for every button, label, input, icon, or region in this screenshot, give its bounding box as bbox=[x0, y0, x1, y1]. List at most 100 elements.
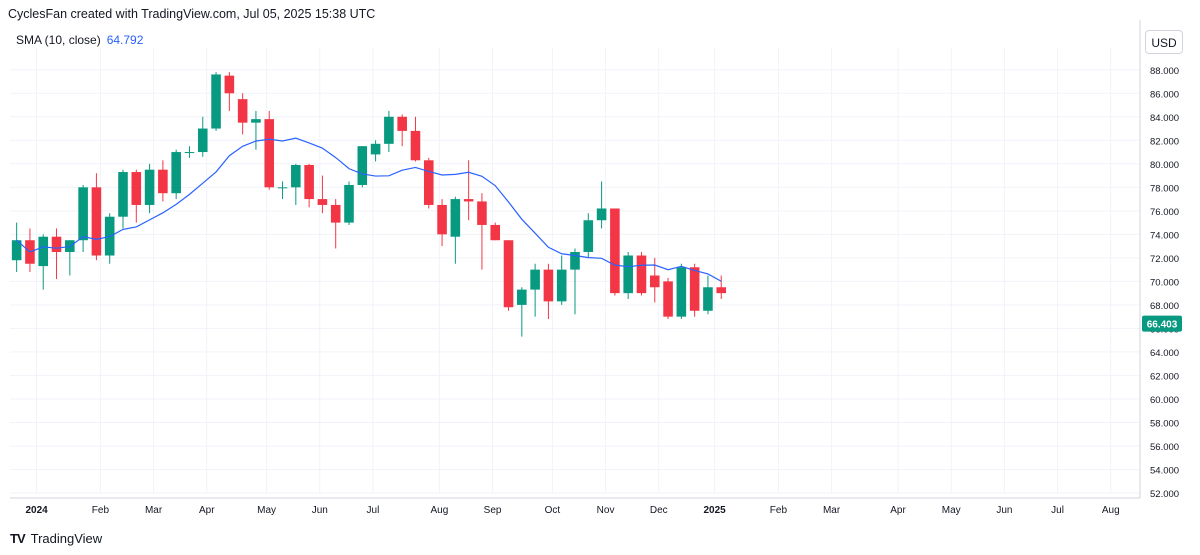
sma-line bbox=[16, 137, 722, 282]
brand-name: TradingView bbox=[30, 531, 103, 546]
x-tick-label: Jul bbox=[1051, 505, 1064, 516]
candle-up bbox=[703, 287, 713, 311]
y-tick-label: 70.000 bbox=[1150, 277, 1179, 288]
y-tick-label: 64.000 bbox=[1150, 348, 1179, 359]
candle-up bbox=[184, 152, 195, 154]
y-tick-label: 54.000 bbox=[1150, 465, 1179, 476]
x-tick-label: May bbox=[942, 505, 961, 516]
candle-down bbox=[423, 160, 434, 205]
y-tick-label: 76.000 bbox=[1150, 207, 1179, 218]
x-tick-label: Feb bbox=[92, 505, 110, 516]
candle-up bbox=[277, 187, 288, 189]
y-tick-label: 86.000 bbox=[1150, 89, 1179, 100]
candle-up bbox=[118, 172, 128, 217]
last-price-label: 66.403 bbox=[1147, 320, 1178, 331]
candle-down bbox=[304, 164, 314, 200]
candle-up bbox=[530, 269, 540, 290]
sma-polyline bbox=[16, 137, 722, 282]
x-tick-label: Mar bbox=[823, 505, 841, 516]
candle-up bbox=[596, 208, 607, 221]
candle-down bbox=[636, 255, 647, 294]
candle-down bbox=[158, 169, 168, 194]
candle-up bbox=[357, 146, 368, 185]
candle-up bbox=[556, 269, 567, 302]
axes: 52.000 54.000 56.000 58.000 60.000 62.000 64.0… bbox=[10, 20, 1182, 516]
y-tick-label: 74.000 bbox=[1150, 230, 1179, 241]
tradingview-brand[interactable]: TV TradingView bbox=[10, 531, 102, 546]
x-tick-label: Nov bbox=[597, 505, 615, 516]
y-tick-label: 60.000 bbox=[1150, 395, 1179, 406]
candle-down bbox=[330, 204, 341, 223]
candle-down bbox=[397, 116, 407, 131]
x-tick-label: Aug bbox=[1102, 505, 1120, 516]
x-tick-label: Jul bbox=[367, 505, 380, 516]
candle-down bbox=[610, 208, 620, 294]
indicator-label: SMA (10, close) bbox=[16, 33, 101, 47]
candle-down bbox=[51, 236, 62, 252]
x-tick-label: 2024 bbox=[25, 505, 48, 516]
candle-down bbox=[317, 199, 328, 205]
indicator-value: 64.792 bbox=[106, 33, 144, 47]
candle-down bbox=[410, 130, 421, 161]
candle-up bbox=[197, 128, 208, 153]
indicator-legend[interactable]: SMA (10, close) 64.792 bbox=[16, 33, 143, 47]
candle-up bbox=[251, 119, 261, 123]
candle-up bbox=[291, 164, 301, 188]
candle-up bbox=[623, 255, 633, 294]
x-tick-label: Apr bbox=[199, 505, 215, 516]
y-tick-label: 68.000 bbox=[1150, 301, 1179, 312]
y-tick-label: 78.000 bbox=[1150, 183, 1179, 194]
x-tick-label: Oct bbox=[545, 505, 561, 516]
y-tick-label: 84.000 bbox=[1150, 113, 1179, 124]
candle-down bbox=[224, 75, 235, 94]
candle-up bbox=[344, 184, 354, 223]
y-tick-label: 58.000 bbox=[1150, 418, 1179, 429]
candle-up bbox=[144, 169, 155, 205]
candle-up bbox=[11, 240, 22, 261]
candle-down bbox=[91, 187, 102, 256]
candle-up bbox=[583, 220, 594, 252]
chart-header: CyclesFan created with TradingView.com, … bbox=[8, 7, 376, 21]
candle-down bbox=[131, 172, 142, 205]
candle-down bbox=[463, 199, 474, 202]
currency-button[interactable]: USD bbox=[1145, 30, 1183, 54]
x-tick-label: Jun bbox=[312, 505, 328, 516]
candle-down bbox=[689, 267, 700, 311]
candle-up bbox=[370, 143, 381, 155]
candle-up bbox=[211, 74, 221, 129]
x-tick-label: Feb bbox=[770, 505, 788, 516]
x-tick-label: Mar bbox=[145, 505, 163, 516]
candle-up bbox=[517, 289, 527, 305]
candle-up bbox=[171, 152, 181, 194]
candle-down bbox=[663, 281, 673, 317]
x-tick-label: Jun bbox=[996, 505, 1012, 516]
x-tick-label: 2025 bbox=[703, 505, 726, 516]
last-price-badge bbox=[1142, 315, 1182, 332]
candle-down bbox=[437, 204, 447, 235]
candles bbox=[11, 72, 727, 337]
candle-up bbox=[676, 267, 687, 317]
candle-down bbox=[716, 287, 727, 294]
y-tick-label: 52.000 bbox=[1150, 489, 1179, 500]
candle-up bbox=[450, 199, 461, 237]
tradingview-logo-icon: TV bbox=[10, 531, 26, 546]
candle-down bbox=[503, 240, 514, 308]
candle-up bbox=[384, 116, 394, 144]
y-tick-label: 82.000 bbox=[1150, 136, 1179, 147]
candle-down bbox=[237, 99, 248, 123]
x-tick-label: Sep bbox=[484, 505, 502, 516]
candle-down bbox=[264, 119, 275, 188]
candle-up bbox=[570, 251, 580, 270]
grid-lines bbox=[10, 48, 1140, 494]
y-tick-label: 62.000 bbox=[1150, 371, 1179, 382]
candle-up bbox=[38, 236, 49, 267]
candle-down bbox=[649, 275, 660, 288]
candle-down bbox=[543, 269, 554, 302]
y-tick-label: 88.000 bbox=[1150, 66, 1179, 77]
x-tick-label: May bbox=[257, 505, 276, 516]
y-tick-label: 56.000 bbox=[1150, 442, 1179, 453]
candle-down bbox=[477, 201, 487, 225]
candle-up bbox=[78, 187, 88, 241]
candle-down bbox=[490, 224, 501, 241]
